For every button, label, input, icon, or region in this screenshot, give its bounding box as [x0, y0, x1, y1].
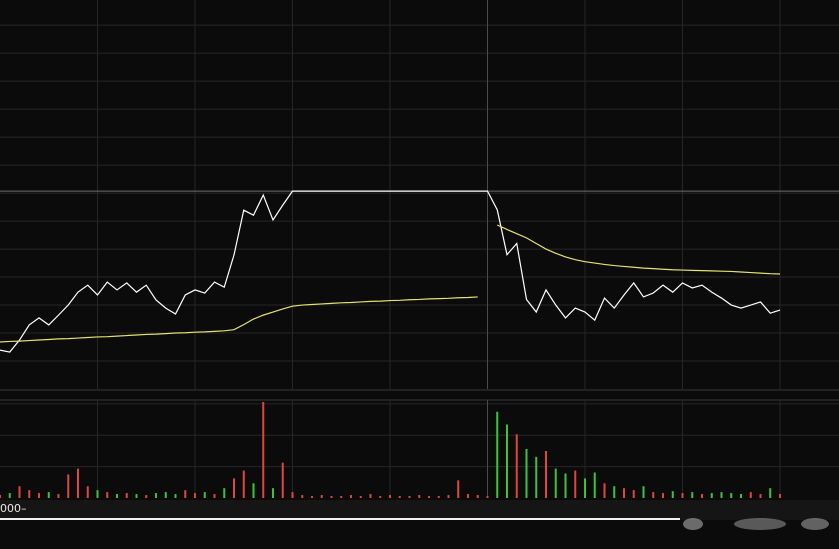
volume-bar: [57, 494, 60, 498]
price-line: [0, 190, 781, 353]
volume-bar: [506, 424, 508, 498]
volume-bar: [47, 492, 50, 498]
volume-bar: [671, 491, 674, 498]
volume-bar: [515, 434, 518, 498]
volume-bar: [194, 493, 196, 498]
volume-bar: [749, 492, 752, 498]
volume-bar: [340, 496, 343, 498]
volume-bar: [613, 486, 616, 498]
volume-bar: [642, 486, 645, 498]
volume-bar: [564, 473, 567, 498]
volume-bar: [145, 495, 148, 498]
volume-bar: [281, 462, 284, 498]
volume-bar: [389, 495, 391, 498]
volume-bar: [623, 488, 625, 498]
volume-bar: [525, 449, 528, 498]
volume-bar: [418, 495, 421, 498]
watermark: [683, 518, 829, 530]
volume-bar: [457, 480, 460, 498]
volume-bar: [584, 478, 586, 498]
volume-bar: [720, 492, 723, 498]
volume-bar: [691, 492, 694, 498]
volume-bar: [769, 488, 772, 498]
volume-bar: [730, 493, 733, 498]
volume-bar: [486, 496, 489, 498]
axis-strip: [0, 500, 839, 520]
volume-bar: [155, 493, 157, 498]
volume-bar: [447, 495, 450, 498]
volume-bar: [262, 401, 265, 498]
volume-bar: [38, 493, 40, 498]
volume-bar: [203, 492, 206, 498]
volume-bar: [213, 494, 216, 498]
volume-bar: [662, 493, 664, 498]
price-line: [0, 224, 781, 343]
volume-bar: [252, 483, 255, 498]
volume-bar: [96, 490, 99, 498]
volume-bar: [369, 494, 372, 498]
volume-bar: [408, 496, 411, 498]
volume-bar: [242, 470, 245, 498]
volume-bar: [233, 478, 235, 498]
volume-bar: [496, 411, 499, 498]
volume-bar: [67, 474, 70, 498]
volume-bar: [574, 470, 577, 498]
volume-bar: [428, 496, 430, 498]
volume-bar: [0, 495, 1, 498]
volume-bar: [116, 494, 118, 498]
volume-bar: [359, 496, 362, 498]
volume-bar: [379, 496, 382, 498]
volume-bar: [681, 493, 684, 498]
volume-bar: [18, 486, 21, 498]
volume-bar: [476, 495, 479, 498]
volume-bar: [398, 496, 401, 498]
volume-bar: [701, 494, 703, 498]
volume-bar: [632, 490, 635, 498]
volume-bar: [779, 494, 781, 498]
axis-label: 000–: [0, 502, 27, 515]
volume-bar: [350, 495, 352, 498]
volume-bar: [759, 494, 762, 498]
volume-bar: [8, 493, 11, 498]
volume-bar: [272, 488, 274, 498]
volume-bar: [740, 494, 742, 498]
volume-bar: [223, 488, 226, 498]
volume-bar: [652, 492, 655, 498]
volume-bar: [106, 492, 109, 498]
volume-bar: [467, 494, 469, 498]
volume-bar: [330, 496, 333, 498]
volume-bar: [535, 456, 538, 498]
volume-bar: [437, 496, 440, 498]
volume-bar: [184, 490, 187, 498]
volume-bar: [86, 486, 89, 498]
volume-bar: [545, 450, 547, 498]
volume-bar: [125, 493, 128, 498]
volume-bar: [603, 483, 606, 498]
volume-bar: [301, 495, 304, 498]
volume-bar: [710, 493, 713, 498]
volume-bar: [593, 472, 596, 498]
volume-bar: [164, 492, 167, 498]
volume-bar: [28, 490, 31, 498]
volume-bar: [554, 468, 557, 498]
volume-bar: [77, 468, 79, 498]
volume-bar: [135, 494, 138, 498]
volume-bar: [291, 492, 294, 498]
volume-bar: [320, 495, 323, 498]
volume-bar: [311, 496, 313, 498]
volume-bar: [174, 494, 177, 498]
